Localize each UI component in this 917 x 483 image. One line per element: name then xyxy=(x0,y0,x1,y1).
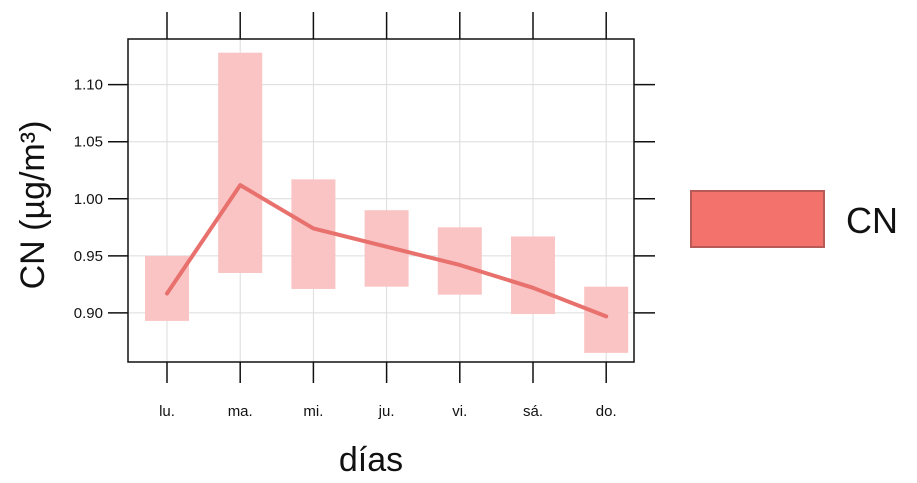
x-tick-label: mi. xyxy=(303,403,323,420)
legend: CN xyxy=(690,190,898,248)
interval-band xyxy=(584,286,629,353)
y-tick-label: 1.10 xyxy=(74,77,103,94)
legend-swatch-cn xyxy=(690,190,825,248)
series-line-cn xyxy=(165,183,609,319)
interval-band xyxy=(218,52,263,273)
y-tick-label: 0.90 xyxy=(74,305,103,322)
legend-label-cn: CN xyxy=(846,200,898,241)
x-tick-label: do. xyxy=(596,403,617,420)
plot-frame xyxy=(127,38,635,363)
x-tick-label: ma. xyxy=(228,403,253,420)
x-axis-title: días xyxy=(339,441,403,479)
x-tick-label: lu. xyxy=(159,403,175,420)
x-tick-label: ju. xyxy=(378,403,395,420)
x-tick-label: sá. xyxy=(523,403,543,420)
y-tick-label: 1.00 xyxy=(74,191,103,208)
interval-band xyxy=(145,255,189,321)
axis-ticks xyxy=(108,12,655,383)
x-tick-labels: lu. ma. mi. ju. vi. sá. do. xyxy=(159,403,617,420)
x-tick-label: vi. xyxy=(452,403,467,420)
y-axis-title: CN (µg/m³) xyxy=(14,121,52,290)
y-tick-label: 1.05 xyxy=(74,134,103,151)
y-tick-label: 0.95 xyxy=(74,248,103,265)
grid-lines xyxy=(128,39,634,362)
interval-band xyxy=(511,236,555,315)
y-tick-labels: 0.90 0.95 1.00 1.05 1.10 xyxy=(74,77,103,322)
